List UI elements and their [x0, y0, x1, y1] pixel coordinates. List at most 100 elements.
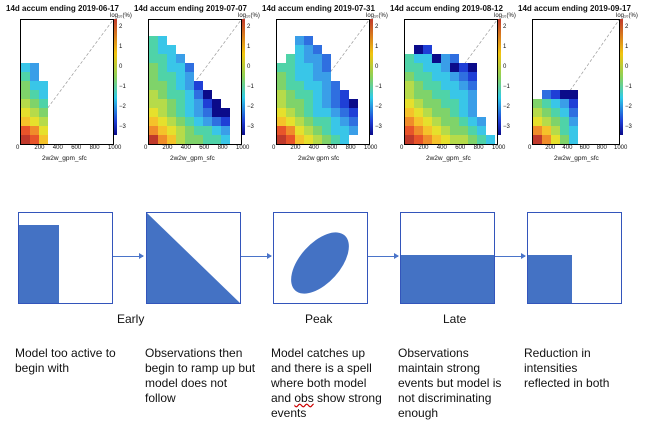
schematic-early [18, 212, 113, 304]
panel-title: 14d accum ending 2019-09-17 [518, 4, 631, 13]
colorbar [242, 19, 245, 135]
x-tick-label: 800 [217, 145, 228, 151]
x-tick-label: 200 [162, 145, 173, 151]
colorbar-tick-label: −2 [503, 104, 510, 110]
colorbar-unit-label: log₁₀(%) [616, 13, 638, 19]
colorbar-tick-label: 1 [375, 44, 379, 50]
colorbar-tick-label: −1 [625, 84, 632, 90]
colorbar [114, 19, 117, 135]
heatmap-plot [532, 19, 620, 145]
small-rectangle-shape [528, 255, 572, 303]
colorbar-tick-label: −3 [119, 124, 126, 130]
colorbar-tick-label: 0 [503, 64, 507, 70]
heatmap-panel-3: 14d accum ending 2019-07-31 0 200 400 600 80… [262, 4, 388, 164]
colorbar-tick-label: 1 [247, 44, 251, 50]
colorbar-unit-label: log₁₀(%) [494, 13, 516, 19]
colorbar-unit-label: log₁₀(%) [238, 13, 260, 19]
colorbar-unit-label: log₁₀(%) [110, 13, 132, 19]
description-4: Observations maintain strong events but … [398, 346, 502, 420]
arrow-4 [495, 253, 526, 259]
colorbar-tick-label: −1 [247, 84, 254, 90]
x-tick-label: 200 [290, 145, 301, 151]
colorbar-tick-label: −2 [247, 104, 254, 110]
x-tick-label: 0 [144, 145, 148, 151]
panel-title: 14d accum ending 2019-07-07 [134, 4, 247, 13]
x-tick-label: 0 [272, 145, 276, 151]
colorbar-tick-label: −1 [503, 84, 510, 90]
arrow-1 [113, 253, 144, 259]
heatmap-panel-1: 14d accum ending 2019-06-17 0 200 400 600 80… [6, 4, 132, 164]
colorbar-tick-label: −3 [503, 124, 510, 130]
x-tick-label: 1000 [614, 145, 628, 151]
x-tick-label: 400 [436, 145, 447, 151]
x-tick-label: 800 [596, 145, 607, 151]
description-5: Reduction in intensities reflected in bo… [524, 346, 610, 390]
x-axis-label: 2w2w_gpm_sfc [42, 155, 87, 162]
x-tick-label: 600 [455, 145, 466, 151]
x-tick-label: 200 [418, 145, 429, 151]
heatmap-cells [405, 20, 497, 144]
colorbar-tick-label: 2 [247, 24, 251, 30]
x-axis-label: 2w2w gpm sfc [298, 155, 340, 162]
description-2: Observations then begin to ramp up but m… [145, 346, 256, 405]
colorbar-tick-label: 1 [503, 44, 507, 50]
x-tick-label: 1000 [108, 145, 122, 151]
x-tick-label: 400 [562, 145, 573, 151]
colorbar-tick-label: −3 [247, 124, 254, 130]
schematic-ramp [146, 212, 241, 304]
x-tick-label: 400 [52, 145, 63, 151]
x-tick-label: 800 [473, 145, 484, 151]
heatmap-panel-4: 14d accum ending 2019-08-12 0 200 400 600 80… [390, 4, 516, 164]
heatmap-plot [276, 19, 370, 145]
heatmap-plot [404, 19, 498, 145]
x-tick-label: 0 [16, 145, 20, 151]
schematic-peak [273, 212, 368, 304]
colorbar-tick-label: −3 [625, 124, 632, 130]
x-tick-label: 600 [199, 145, 210, 151]
underlined-word: obs [294, 391, 314, 405]
x-tick-label: 600 [327, 145, 338, 151]
heatmap-plot [20, 19, 114, 145]
colorbar-tick-label: −1 [375, 84, 382, 90]
panel-title: 14d accum ending 2019-07-31 [262, 4, 375, 13]
triangle-shape [147, 213, 240, 303]
x-tick-label: 400 [180, 145, 191, 151]
x-tick-label: 200 [545, 145, 556, 151]
colorbar-tick-label: 2 [119, 24, 123, 30]
heatmap-panel-2: 14d accum ending 2019-07-07 0 200 400 600 80… [134, 4, 260, 164]
colorbar-tick-label: −2 [119, 104, 126, 110]
phase-label-early: Early [117, 312, 145, 326]
colorbar-tick-label: 2 [625, 24, 629, 30]
colorbar-tick-label: 2 [375, 24, 379, 30]
tall-rectangle-shape [19, 225, 59, 303]
heatmap-cells [277, 20, 369, 144]
heatmap-cells [533, 20, 619, 144]
x-tick-label: 800 [345, 145, 356, 151]
arrow-2 [241, 253, 272, 259]
heatmap-cells [149, 20, 241, 144]
x-tick-label: 400 [308, 145, 319, 151]
colorbar [498, 19, 501, 135]
phase-label-peak: Peak [305, 312, 333, 326]
ellipse-shape [291, 232, 349, 294]
colorbar-tick-label: 0 [375, 64, 379, 70]
x-axis-label: 2w2w_gpm_sfc [170, 155, 215, 162]
x-tick-label: 0 [528, 145, 532, 151]
colorbar-tick-label: 0 [625, 64, 629, 70]
description-3: Model catches up and there is a spell wh… [271, 346, 382, 420]
x-tick-label: 1000 [492, 145, 506, 151]
colorbar-tick-label: 1 [119, 44, 123, 50]
colorbar-tick-label: −2 [625, 104, 632, 110]
x-axis-label: 2w2w_gpm_sfc [554, 155, 599, 162]
x-tick-label: 600 [579, 145, 590, 151]
x-tick-label: 200 [34, 145, 45, 151]
schematic-late [400, 212, 495, 304]
colorbar [370, 19, 373, 135]
heatmap-cells [21, 20, 113, 144]
colorbar [620, 19, 623, 135]
schematic-reduction [527, 212, 622, 304]
colorbar-tick-label: 0 [247, 64, 251, 70]
colorbar-tick-label: 0 [119, 64, 123, 70]
colorbar-tick-label: −1 [119, 84, 126, 90]
wide-rectangle-shape [401, 255, 494, 303]
